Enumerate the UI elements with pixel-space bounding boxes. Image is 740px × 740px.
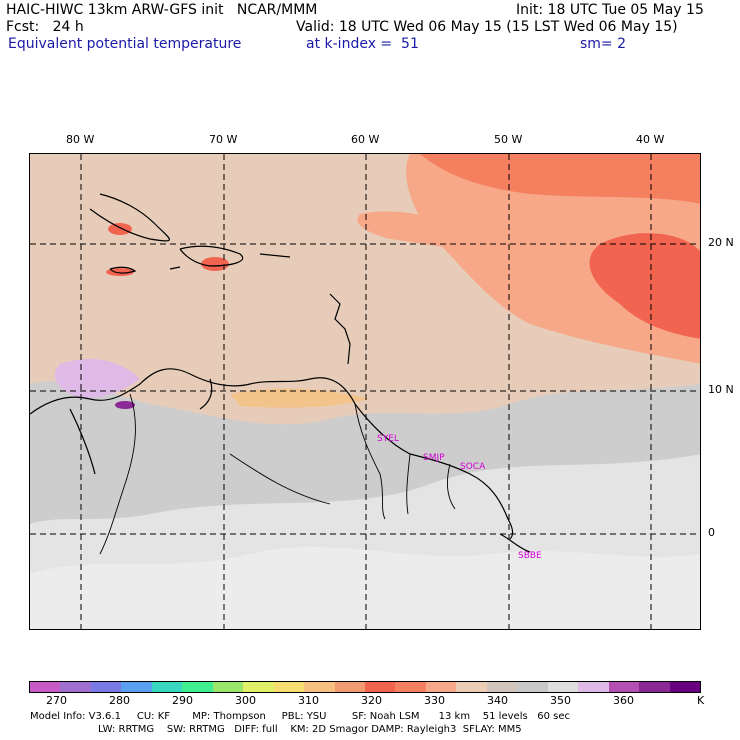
lat-label-10n: 10 N — [708, 383, 734, 396]
lat-label-eq: 0 — [708, 526, 715, 539]
lon-label-40w: 40 W — [636, 133, 665, 146]
light-field-region — [30, 546, 700, 629]
colorbar-label-270: 270 — [46, 694, 67, 707]
red-patch — [589, 233, 700, 339]
level-index: at k-index = 51 — [306, 36, 419, 52]
valid-time: Valid: 18 UTC Wed 06 May 15 (15 LST Wed … — [296, 19, 678, 35]
colorbar-unit: K — [697, 694, 705, 707]
colorbar-swatch — [304, 682, 335, 692]
colorbar-swatch — [608, 682, 640, 692]
lon-label-50w: 50 W — [494, 133, 523, 146]
colorbar-swatch — [395, 682, 426, 692]
colorbar-swatch — [486, 682, 518, 692]
map-canvas: SYEL SMJP SOCA SBBE — [30, 154, 700, 629]
colorbar-swatch — [578, 682, 609, 692]
salmon-streak-2 — [230, 388, 370, 408]
orange-band — [420, 154, 700, 204]
lon-label-80w: 80 W — [66, 133, 95, 146]
colorbar-label-320: 320 — [361, 694, 382, 707]
cuba-hot-spot — [108, 223, 132, 235]
lilac-patch — [54, 359, 140, 399]
colorbar-swatch — [182, 682, 213, 692]
colorbar-label-280: 280 — [109, 694, 130, 707]
colorbar-label-340: 340 — [487, 694, 508, 707]
colorbar-swatch — [90, 682, 122, 692]
theta-e-map: SYEL SMJP SOCA SBBE — [29, 153, 701, 630]
colorbar-swatch — [456, 682, 487, 692]
lon-label-60w: 60 W — [351, 133, 380, 146]
purple-patch — [115, 401, 135, 409]
colorbar-swatch — [212, 682, 244, 692]
field-name: Equivalent potential temperature — [8, 36, 242, 52]
colorbar-swatch — [364, 682, 396, 692]
salmon-streak-1 — [357, 211, 500, 251]
lon-label-70w: 70 W — [209, 133, 238, 146]
colorbar-swatch — [639, 682, 670, 692]
colorbar-swatch — [273, 682, 305, 692]
lat-lon-grid — [30, 154, 700, 629]
colorbar-label-310: 310 — [298, 694, 319, 707]
colorbar-swatch — [151, 682, 183, 692]
smoothing: sm= 2 — [580, 36, 627, 52]
hispaniola-hot-spot — [201, 257, 229, 271]
colorbar-label-360: 360 — [613, 694, 634, 707]
colorbar-swatch — [517, 682, 548, 692]
colorbar-swatch — [30, 682, 61, 692]
colorbar-swatch — [121, 682, 152, 692]
colorbar-label-300: 300 — [235, 694, 256, 707]
colorbar-label-290: 290 — [172, 694, 193, 707]
colorbar-label-330: 330 — [424, 694, 445, 707]
country-borders — [99, 393, 456, 555]
station-sbbe: SBBE — [518, 551, 542, 561]
init-time: Init: 18 UTC Tue 05 May 15 — [516, 2, 704, 18]
lat-label-20n: 20 N — [708, 236, 734, 249]
colorbar-swatch — [334, 682, 365, 692]
colorbar-label-350: 350 — [550, 694, 571, 707]
salmon-field-region — [406, 154, 700, 364]
forecast-hour: Fcst: 24 h — [6, 19, 84, 35]
coastlines — [30, 193, 531, 553]
jamaica-hot-spot — [106, 268, 134, 276]
colorbar — [29, 681, 701, 693]
colorbar-swatch — [60, 682, 91, 692]
model-title: HAIC-HIWC 13km ARW-GFS init NCAR/MMM — [6, 2, 318, 18]
station-smjp: SMJP — [423, 453, 445, 463]
colorbar-swatch — [669, 682, 700, 692]
colorbar-swatch — [243, 682, 274, 692]
model-info-line1: Model Info: V3.6.1 CU: KF MP: Thompson P… — [30, 711, 570, 722]
colorbar-swatch — [425, 682, 457, 692]
model-info-line2: LW: RRTMG SW: RRTMG DIFF: full KM: 2D Sm… — [98, 724, 522, 735]
colorbar-swatch — [547, 682, 579, 692]
station-syel: SYEL — [377, 434, 399, 444]
station-soca: SOCA — [460, 462, 486, 472]
